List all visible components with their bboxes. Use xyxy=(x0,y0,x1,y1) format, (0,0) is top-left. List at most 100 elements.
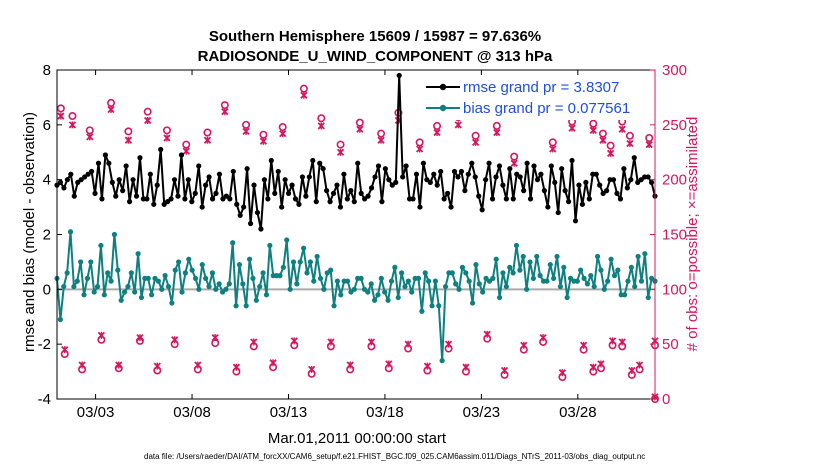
obs-assimilated-point xyxy=(568,124,576,132)
bias-point xyxy=(216,281,222,287)
bias-point xyxy=(233,303,239,309)
rmse-point xyxy=(628,177,634,183)
bias-point xyxy=(196,286,202,292)
bias-point xyxy=(64,270,70,276)
rmse-point xyxy=(57,179,64,186)
rmse-point xyxy=(185,177,191,183)
bias-point xyxy=(584,281,591,287)
obs-assimilated-point xyxy=(232,363,241,371)
rmse-point xyxy=(137,155,143,161)
obs-assimilated-point xyxy=(78,361,86,369)
obs-assimilated-point xyxy=(454,121,462,129)
obs-assimilated-point xyxy=(194,361,202,369)
rmse-point xyxy=(503,196,509,202)
obs-possible-point xyxy=(68,112,77,121)
obs-assimilated-point xyxy=(385,360,393,368)
bias-point xyxy=(537,273,543,279)
obs-possible-point xyxy=(510,152,519,161)
obs-assimilated-point xyxy=(500,366,509,375)
bias-point xyxy=(84,275,91,281)
rmse-point xyxy=(396,72,402,79)
bias-point xyxy=(371,297,378,303)
bias-point xyxy=(213,286,219,292)
bias-point xyxy=(368,281,374,287)
bias-point xyxy=(169,300,175,306)
bias-point xyxy=(436,303,442,309)
obs-assimilated-point xyxy=(153,362,161,370)
rmse-point xyxy=(213,190,219,196)
obs-assimilated-point xyxy=(597,360,605,368)
rmse-point xyxy=(610,177,617,183)
rmse-point xyxy=(88,168,95,175)
bias-point xyxy=(496,294,503,301)
bias-point xyxy=(294,281,300,287)
rmse-point xyxy=(130,177,136,183)
bias-point xyxy=(510,270,516,276)
rmse-point xyxy=(61,185,67,191)
obs-assimilated-point xyxy=(377,136,385,144)
obs-assimilated-point xyxy=(483,330,491,338)
bias-point xyxy=(534,253,540,260)
obs-possible-point xyxy=(492,121,501,130)
rmse-point xyxy=(617,196,624,202)
bias-point xyxy=(419,308,425,314)
bias-point xyxy=(625,278,631,284)
obs-assimilated-point xyxy=(579,341,588,349)
rmse-point xyxy=(524,160,530,166)
left-tick-label: 8 xyxy=(43,62,51,79)
bias-point xyxy=(561,264,567,270)
obs-assimilated-point xyxy=(317,122,325,130)
rmse-point xyxy=(241,204,247,210)
rmse-point xyxy=(168,196,174,202)
bias-point xyxy=(277,273,283,279)
obs-assimilated-point xyxy=(300,91,308,99)
obs-assimilated-point xyxy=(539,333,547,342)
bias-point xyxy=(91,289,97,295)
obs-assimilated-point xyxy=(606,149,615,157)
bias-point xyxy=(375,292,381,298)
bias-point xyxy=(621,292,628,298)
rmse-point xyxy=(275,168,281,175)
bias-point xyxy=(257,283,263,290)
bias-point xyxy=(520,253,526,260)
legend-box xyxy=(424,75,644,120)
rmse-point xyxy=(604,188,610,194)
bias-point xyxy=(321,286,327,292)
rmse-point xyxy=(489,196,496,202)
bias-point xyxy=(635,253,641,260)
bias-point xyxy=(429,303,435,309)
obs-assimilated-point xyxy=(608,337,617,345)
rmse-point xyxy=(545,204,551,210)
rmse-point xyxy=(306,174,312,180)
bias-point xyxy=(236,262,243,268)
rmse-point xyxy=(351,199,357,205)
rmse-point xyxy=(151,201,157,207)
rmse-point xyxy=(247,220,254,227)
bias-point xyxy=(530,275,536,281)
rmse-point xyxy=(472,174,478,180)
obs-possible-point xyxy=(355,118,364,127)
bias-point xyxy=(182,270,188,276)
bias-point xyxy=(317,275,324,281)
bias-point xyxy=(148,292,155,298)
bias-point xyxy=(105,270,111,276)
rmse-point xyxy=(199,204,205,210)
rmse-point xyxy=(534,177,541,183)
rmse-point xyxy=(479,207,485,213)
obs-assimilated-point xyxy=(144,116,152,125)
rmse-point xyxy=(123,163,129,169)
bias-point xyxy=(422,270,428,276)
bias-point xyxy=(159,286,165,292)
obs-assimilated-point xyxy=(626,139,634,148)
bias-point xyxy=(476,281,482,287)
rmse-point xyxy=(410,196,416,202)
bias-point xyxy=(415,275,422,281)
rmse-point xyxy=(572,218,579,224)
rmse-point xyxy=(500,182,506,188)
obs-assimilated-point xyxy=(589,363,597,371)
rmse-point xyxy=(462,188,468,194)
bias-point xyxy=(331,303,337,309)
bias-point xyxy=(351,286,357,292)
rmse-point xyxy=(483,177,489,183)
data-file-footer: data file: /Users/raeder/DAI/ATM_forcXX/… xyxy=(144,452,645,461)
